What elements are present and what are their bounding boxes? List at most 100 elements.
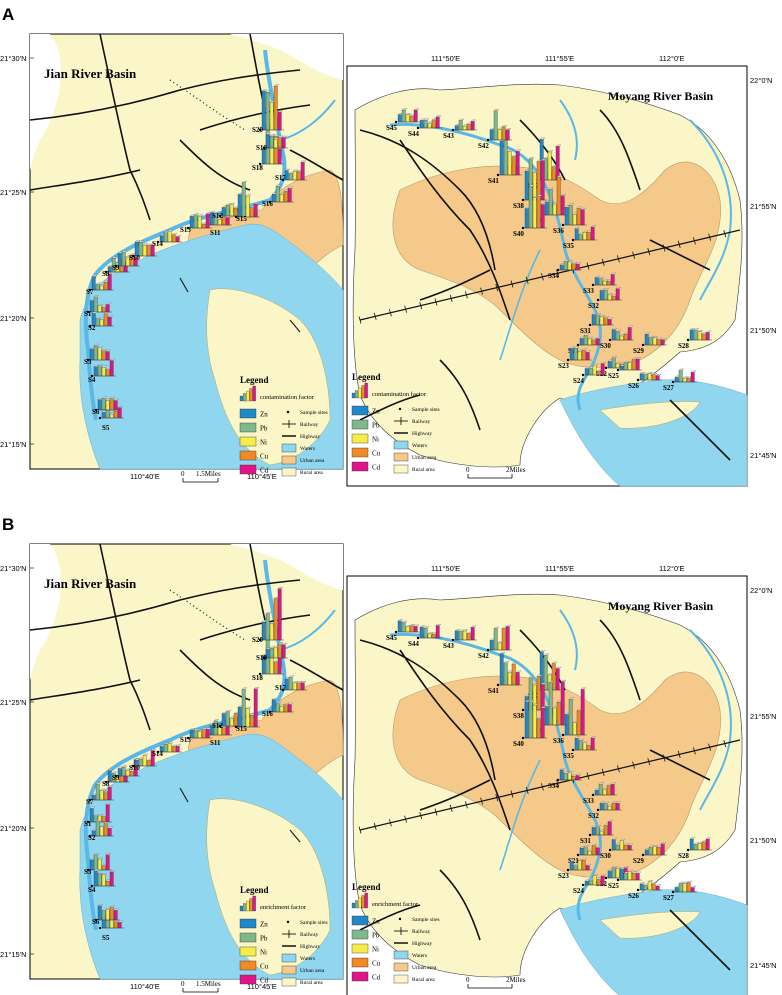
metal-bar	[275, 703, 280, 713]
metal-bar	[592, 875, 597, 886]
metal-bar-top	[105, 803, 112, 805]
legend: Legend enrichment factor Zn Pb Ni Cu Cd Sample …	[351, 882, 440, 984]
metal-bar	[611, 357, 616, 369]
sample-site-point	[258, 672, 262, 676]
metal-bar	[101, 366, 106, 377]
metal-bar-top	[109, 905, 116, 908]
metal-bar	[595, 338, 600, 346]
site-bar-cluster	[116, 758, 140, 777]
metal-bar-top	[532, 703, 539, 706]
legend-factor-icon-bar	[361, 385, 365, 399]
metal-bar	[101, 910, 106, 921]
metal-bar-top	[607, 317, 614, 320]
sample-site-point	[521, 736, 525, 740]
sample-site-label: S14	[152, 240, 163, 248]
site-bar-cluster	[158, 741, 182, 753]
metal-bar	[607, 821, 612, 836]
metal-bar	[229, 717, 234, 727]
site-bar-cluster	[523, 184, 547, 229]
metal-bar-top	[97, 857, 104, 860]
metal-bar-top	[581, 858, 588, 861]
metal-bar	[205, 729, 210, 739]
metal-bar-top	[528, 157, 535, 159]
metal-bar	[146, 760, 151, 767]
metal-bar	[598, 783, 603, 796]
latitude-tick-label: 21°30'N	[0, 54, 27, 63]
metal-bar	[606, 280, 611, 286]
sample-site-label: S26	[628, 892, 639, 900]
legend-symbol-label: Railway	[412, 929, 431, 935]
sample-site-point	[686, 848, 690, 852]
sample-site-label: S1	[84, 820, 92, 828]
metal-bar-top	[619, 838, 626, 841]
highway	[669, 399, 731, 461]
metal-bar	[559, 769, 564, 781]
legend-title: Legend	[352, 372, 381, 382]
metal-bar	[470, 627, 475, 641]
sample-site-label: S6	[92, 408, 100, 416]
metal-bar	[101, 412, 106, 419]
sample-site-label: S45	[386, 634, 397, 642]
metal-bar	[598, 278, 603, 286]
metal-bar	[584, 368, 589, 376]
metal-bar	[103, 313, 108, 327]
metal-bar	[511, 663, 516, 686]
jian-river-map: Jian River Basin 21°30'N 21°25'N 21°20'N 21°…	[0, 543, 344, 993]
metal-bar-top	[454, 629, 461, 631]
metal-bar-top	[111, 256, 118, 259]
site-bar-cluster	[688, 328, 712, 341]
metal-bar	[171, 234, 176, 243]
metal-bar-top	[590, 736, 597, 738]
sample-site-point	[571, 748, 575, 752]
legend-factor-icon-bar	[239, 905, 243, 912]
metal-bar	[674, 887, 679, 893]
longitude-tick-label: 111°55'E	[545, 564, 574, 573]
railway-tie	[389, 819, 392, 827]
legend: Legend contamination factor Zn Pb Ni Cu Cd Samp…	[351, 372, 440, 474]
metal-bar	[99, 826, 104, 837]
legend-symbol-label: Waters	[300, 956, 315, 962]
site-bar-cluster	[578, 843, 602, 856]
metal-bar	[540, 684, 545, 711]
sample-site-point	[281, 178, 285, 182]
legend-symbol-label: Highway	[412, 941, 432, 947]
railway-tie	[723, 229, 727, 238]
sample-site-label: S15	[236, 215, 247, 223]
metal-bar-top	[591, 843, 598, 846]
metal-bar-top	[97, 904, 104, 906]
metal-bar-top	[125, 768, 132, 771]
legend-symbol-label: Rural area	[300, 470, 323, 476]
metal-bar	[409, 115, 414, 123]
legend-metal-label: Pb	[260, 425, 268, 433]
metal-bar	[615, 868, 620, 879]
metal-bar	[167, 230, 172, 243]
metal-bar	[505, 626, 510, 651]
metal-bar	[431, 633, 436, 639]
metal-bar-top	[134, 240, 141, 243]
site-bar-cluster	[598, 287, 622, 301]
metal-bar	[631, 873, 636, 881]
metal-bar-top	[405, 113, 412, 115]
sample-site-point	[561, 223, 565, 227]
metal-bar	[540, 160, 545, 201]
site-bar-cluster	[88, 343, 112, 361]
latitude-tick-label: 21°55'N	[750, 202, 777, 211]
metal-bar	[596, 370, 601, 376]
railway	[359, 739, 741, 831]
metal-bar	[499, 653, 504, 686]
metal-bar-top	[105, 349, 112, 352]
legend-symbol-label: Urban area	[412, 965, 437, 971]
site-bar-cluster	[158, 229, 182, 243]
metal-bar	[279, 193, 284, 203]
metal-bar	[265, 91, 270, 131]
metal-bar	[623, 362, 628, 371]
metal-bar-top	[592, 874, 599, 876]
metal-bar	[413, 109, 418, 123]
railway-tie	[617, 255, 620, 263]
metal-bar	[95, 284, 100, 291]
railway-tie	[465, 291, 468, 299]
legend-metal-swatch	[239, 918, 257, 929]
metal-bar	[193, 730, 198, 739]
railway-tie	[358, 316, 362, 324]
metal-bar-top	[651, 882, 658, 884]
